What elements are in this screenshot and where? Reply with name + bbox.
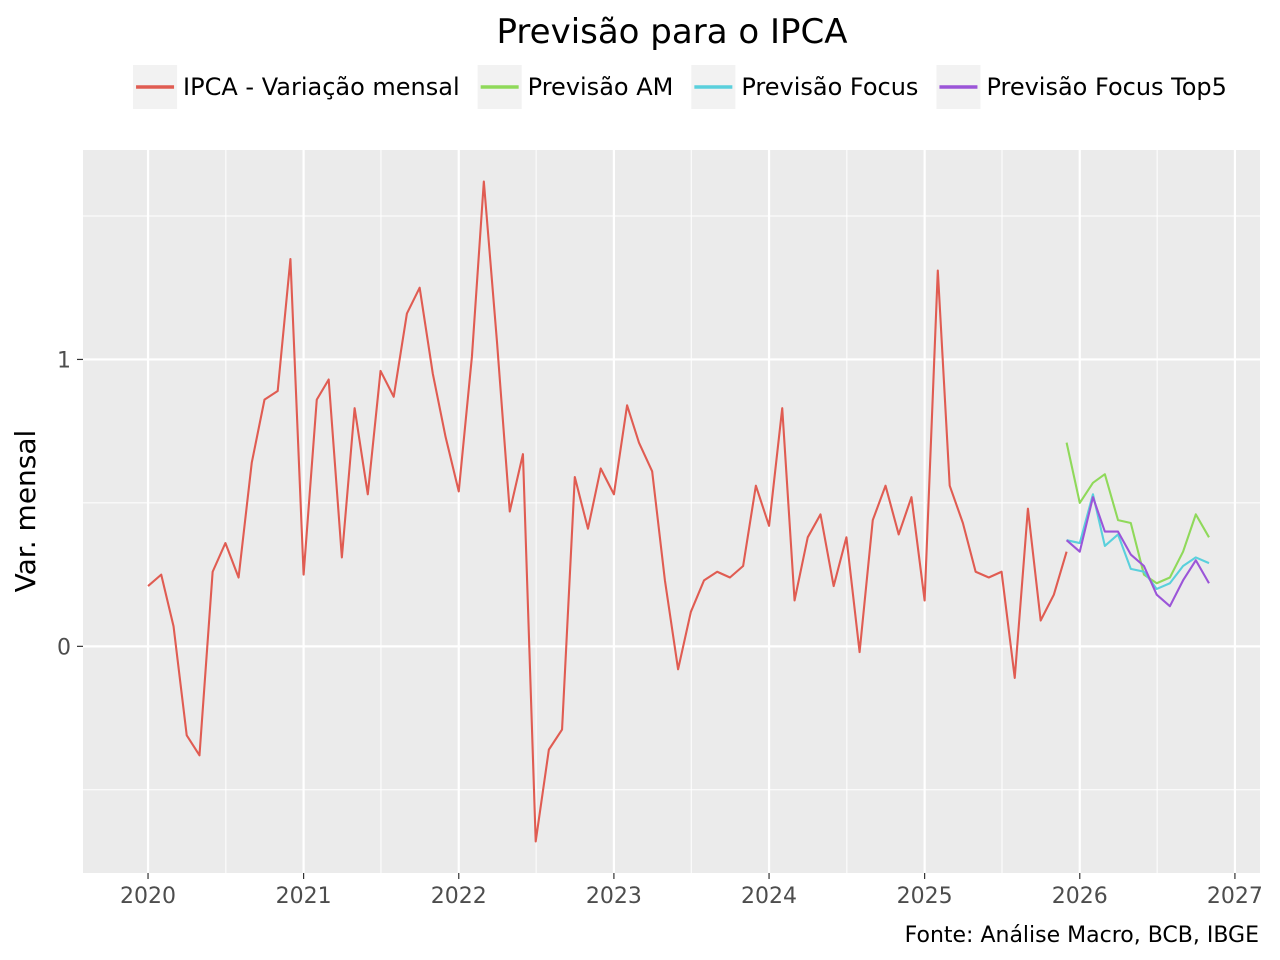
y-axis: 01 <box>57 348 83 660</box>
legend: IPCA - Variação mensal Previsão AM Previsã… <box>133 65 1227 109</box>
x-tick-label: 2022 <box>431 884 487 909</box>
y-axis-title: Var. mensal <box>9 430 42 593</box>
legend-label: IPCA - Variação mensal <box>183 73 460 101</box>
x-tick-label: 2024 <box>741 884 797 909</box>
legend-label: Previsão AM <box>528 73 674 101</box>
legend-label: Previsão Focus Top5 <box>986 73 1227 101</box>
chart-title: Previsão para o IPCA <box>497 12 848 52</box>
series-line-previsao-am <box>1065 442 1210 585</box>
x-tick-label: 2021 <box>276 884 332 909</box>
y-tick-label: 0 <box>57 635 71 660</box>
source-caption: Fonte: Análise Macro, BCB, IBGE <box>905 923 1259 948</box>
legend-item: Previsão Focus <box>691 65 918 109</box>
x-tick-label: 2026 <box>1052 884 1108 909</box>
gridlines <box>83 150 1260 873</box>
x-tick-label: 2020 <box>120 884 176 909</box>
y-tick-label: 1 <box>57 348 71 373</box>
series-lines <box>147 180 1210 843</box>
legend-label: Previsão Focus <box>741 73 918 101</box>
series-line-ipca-variacao-mensal <box>147 180 1068 843</box>
x-tick-label: 2023 <box>586 884 642 909</box>
x-axis: 2020 2021 2022 2023 2024 2025 2026 2027 <box>120 873 1263 909</box>
x-tick-label: 2025 <box>897 884 953 909</box>
x-tick-label: 2027 <box>1207 884 1263 909</box>
legend-item: IPCA - Variação mensal <box>133 65 460 109</box>
series-line-previsao-focus-top5 <box>1065 496 1210 608</box>
legend-item: Previsão Focus Top5 <box>936 65 1227 109</box>
legend-item: Previsão AM <box>477 65 674 109</box>
plot-panel <box>83 150 1260 873</box>
